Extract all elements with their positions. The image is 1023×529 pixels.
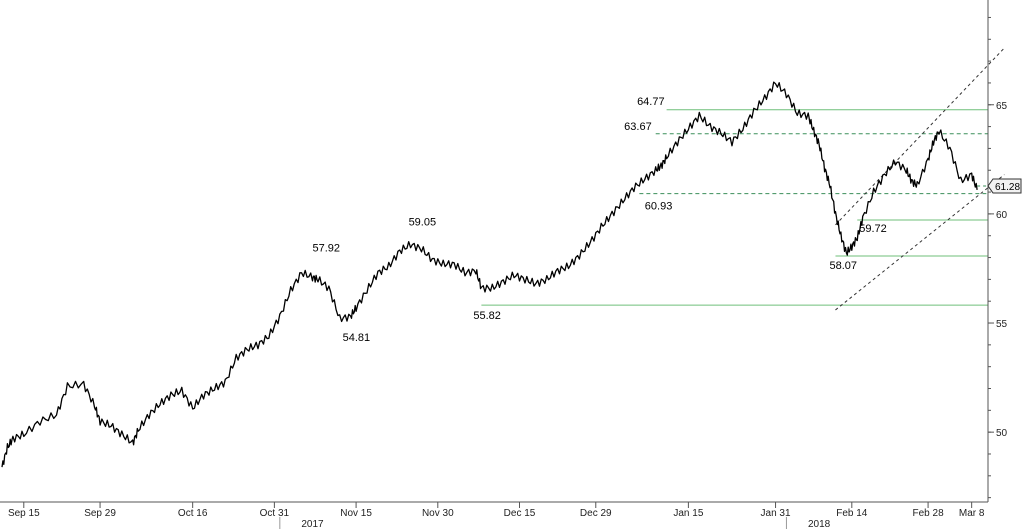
y-axis: 50 55 60 65 xyxy=(987,0,1008,502)
x-tick-label: Mar 8 xyxy=(959,508,985,519)
x-tick-label: Feb 28 xyxy=(913,508,945,519)
level-annotations: 57.92 54.81 59.05 55.82 63.67 64.77 60.93 59.72… xyxy=(313,96,887,344)
x-tick-label: Oct 31 xyxy=(260,508,290,519)
trend-channel xyxy=(835,47,1005,311)
annotation-label: 55.82 xyxy=(473,310,501,322)
annotation-label: 59.72 xyxy=(859,223,887,235)
x-tick-label: Oct 16 xyxy=(178,508,208,519)
x-axis: Sep 15 Sep 29 Oct 16 Oct 31 Nov 15 Nov 30 Dec … xyxy=(0,501,988,529)
last-value-box xyxy=(987,178,1022,194)
last-value-label: 61.28 xyxy=(995,182,1020,193)
last-value-tag: 61.28 xyxy=(977,178,1022,194)
price-series xyxy=(1,81,978,468)
annotation-label: 54.81 xyxy=(343,332,371,344)
x-tick-label: Dec 15 xyxy=(504,508,536,519)
x-tick-label: Nov 30 xyxy=(422,508,454,519)
x-tick-label: Dec 29 xyxy=(580,508,612,519)
trend-line-1 xyxy=(835,47,1005,226)
y-tick-label: 60 xyxy=(996,210,1008,221)
trend-line-0 xyxy=(835,174,1005,311)
year-label: 2017 xyxy=(301,519,324,529)
y-tick-label: 50 xyxy=(996,428,1008,439)
series-line-0 xyxy=(1,81,978,468)
annotation-label: 60.93 xyxy=(645,201,673,213)
x-tick-label: Jan 15 xyxy=(673,508,703,519)
annotation-label: 59.05 xyxy=(409,217,437,229)
annotation-label: 57.92 xyxy=(313,242,341,254)
x-tick-label: Jan 31 xyxy=(761,508,791,519)
x-tick-label: Sep 29 xyxy=(84,508,116,519)
year-label: 2018 xyxy=(808,519,831,529)
x-tick-label: Nov 15 xyxy=(340,508,372,519)
annotation-label: 58.07 xyxy=(829,260,857,272)
x-tick-label: Feb 14 xyxy=(836,508,868,519)
annotation-label: 64.77 xyxy=(637,96,665,108)
y-tick-label: 55 xyxy=(996,319,1008,330)
y-tick-label: 65 xyxy=(996,101,1008,112)
annotation-label: 63.67 xyxy=(624,121,652,133)
level-lines xyxy=(481,109,988,306)
x-tick-label: Sep 15 xyxy=(8,508,40,519)
